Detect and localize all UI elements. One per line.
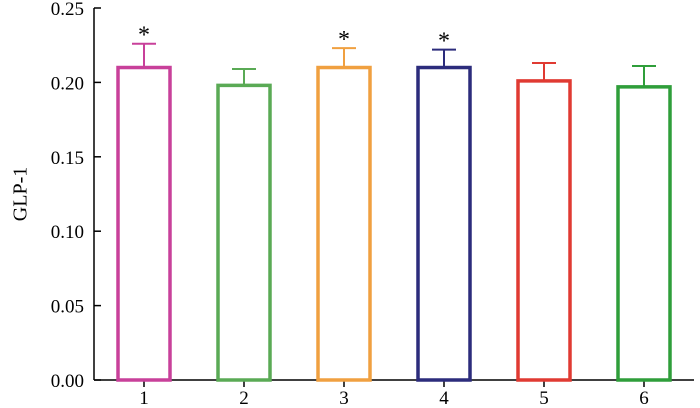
x-tick-label: 4 — [439, 388, 449, 408]
axes — [93, 7, 694, 387]
bars: * * * — [116, 23, 672, 382]
bar — [416, 65, 472, 382]
y-tick-label: 0.25 — [51, 0, 84, 20]
y-tick-label: 0.10 — [51, 222, 84, 243]
bar — [516, 79, 572, 382]
y-tick-label: 0.00 — [51, 371, 84, 392]
bar — [216, 83, 272, 382]
significance-marker: * — [438, 29, 450, 55]
x-tick-label: 3 — [339, 388, 349, 408]
x-tick-label: 2 — [239, 388, 249, 408]
bar — [316, 65, 372, 382]
y-axis-label: GLP-1 — [10, 167, 32, 221]
significance-marker: * — [338, 27, 350, 53]
y-tick-label: 0.15 — [51, 148, 84, 169]
x-tick-label: 5 — [539, 388, 549, 408]
bar — [616, 85, 672, 382]
bar — [116, 65, 172, 382]
y-tick-label: 0.20 — [51, 73, 84, 94]
y-tick-label: 0.05 — [51, 297, 84, 318]
tick-labels: 0.00 0.05 0.10 0.15 0.20 0.25 1 2 3 4 5 6 — [51, 0, 649, 408]
significance-marker: * — [138, 23, 150, 49]
x-tick-label: 1 — [139, 388, 149, 408]
x-tick-label: 6 — [639, 388, 649, 408]
